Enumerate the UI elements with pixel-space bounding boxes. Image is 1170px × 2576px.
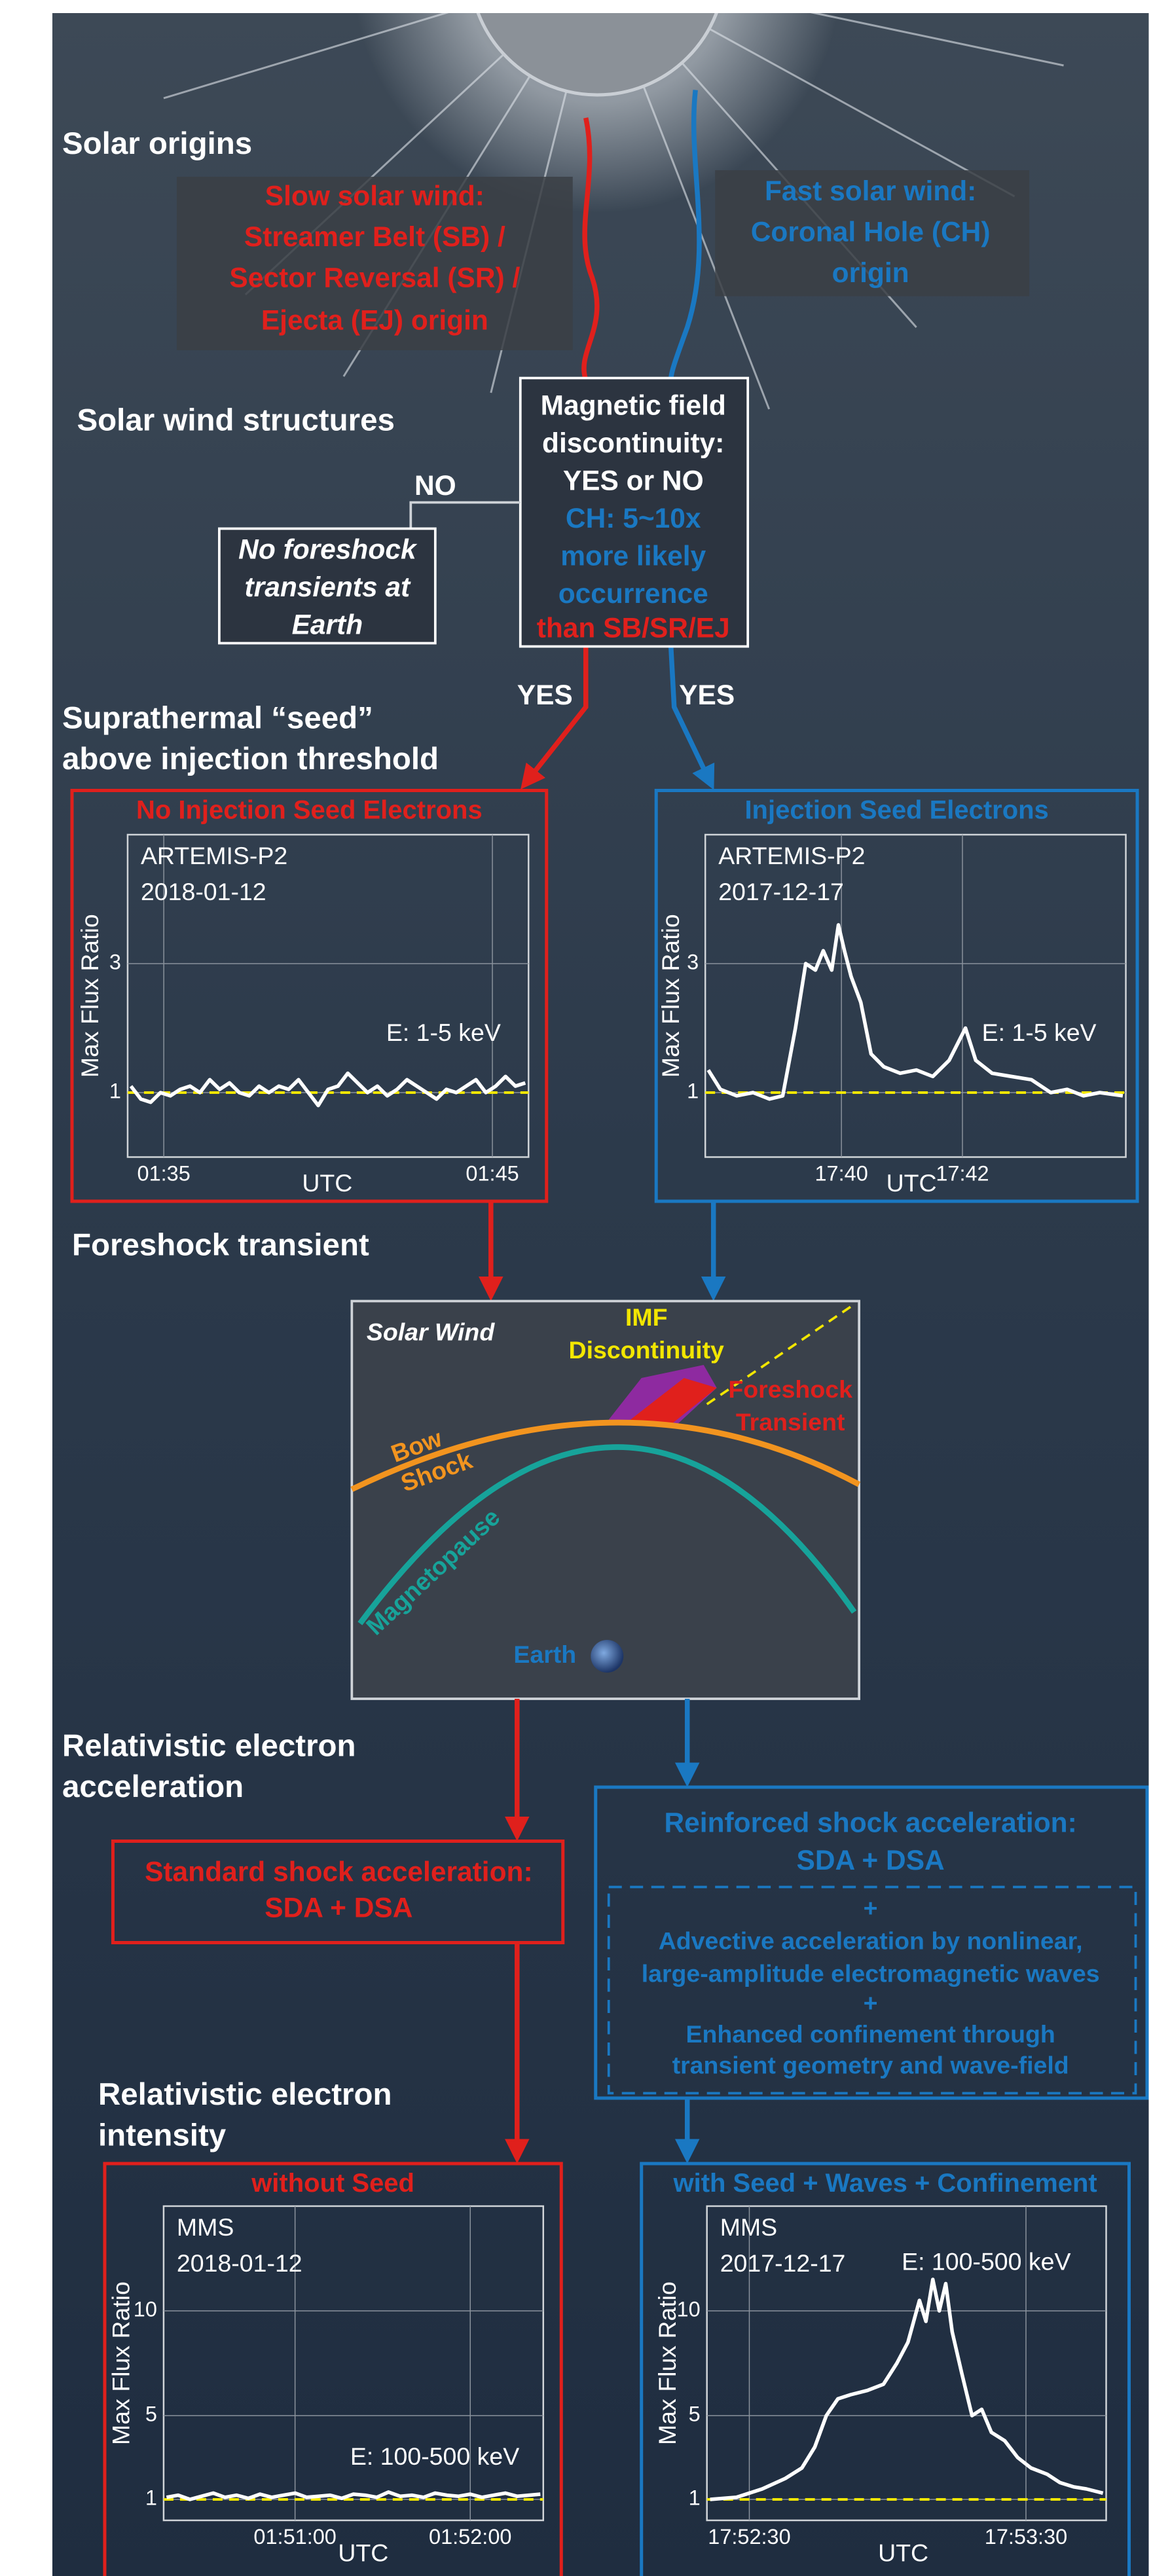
chart-title: with Seed + Waves + Confinement: [673, 2169, 1097, 2198]
box-text: SDA + DSA: [797, 1845, 945, 1876]
x-tick-label: 17:40: [815, 1162, 868, 1186]
box-text: discontinuity:: [542, 428, 724, 459]
yes-label: YES: [517, 680, 573, 711]
energy-label: E: 1-5 keV: [982, 1019, 1097, 1046]
instrument-label: ARTEMIS-P2: [718, 842, 865, 869]
chart-title: without Seed: [251, 2169, 414, 2198]
x-axis-label: UTC: [878, 2539, 928, 2566]
box-text: +: [864, 1989, 878, 2016]
schematic-label: IMF: [625, 1303, 668, 1331]
y-tick-label: 1: [109, 1079, 121, 1103]
x-axis-label: UTC: [887, 1169, 937, 1197]
schematic-label: Transient: [736, 1408, 845, 1436]
no-label: NO: [414, 471, 456, 501]
chart-title: No Injection Seed Electrons: [136, 796, 483, 825]
heading: above injection threshold: [62, 742, 439, 776]
box-text: Sector Reversal (SR) /: [229, 263, 520, 294]
schematic-label: Foreshock: [728, 1375, 852, 1403]
y-tick-label: 1: [145, 2486, 157, 2510]
x-tick-label: 17:42: [936, 1162, 989, 1186]
box-text: large-amplitude electromagnetic waves: [642, 1959, 1100, 1987]
x-tick-label: 01:51:00: [253, 2525, 336, 2549]
energy-label: E: 100-500 keV: [902, 2247, 1070, 2275]
box-text: more likely: [560, 541, 706, 572]
box-text: Magnetic field: [541, 391, 726, 422]
box-text: +: [864, 1894, 878, 1921]
x-axis-label: UTC: [302, 1169, 352, 1197]
x-tick-label: 01:45: [466, 1162, 519, 1186]
figure: Solar origins Solar wind structures Supr…: [0, 0, 1170, 2576]
date-label: 2017-12-17: [720, 2249, 846, 2277]
x-tick-label: 17:53:30: [985, 2525, 1067, 2549]
heading: Foreshock transient: [72, 1228, 369, 1263]
box-text: Coronal Hole (CH): [751, 217, 991, 248]
y-axis-label: Max Flux Ratio: [657, 914, 684, 1078]
heading: Relativistic electron: [62, 1729, 356, 1764]
y-axis-label: Max Flux Ratio: [76, 914, 103, 1078]
box-text: Enhanced confinement through: [686, 2020, 1055, 2048]
schematic-label: Solar Wind: [367, 1318, 495, 1345]
heading: Relativistic electron: [98, 2077, 392, 2112]
heading: Solar origins: [62, 126, 252, 161]
box-text: Earth: [292, 610, 363, 641]
energy-label: E: 1-5 keV: [386, 1019, 501, 1046]
yes-label: YES: [679, 680, 735, 711]
box-text: Fast solar wind:: [765, 176, 976, 207]
box-text: CH: 5~10x: [566, 503, 701, 534]
instrument-label: MMS: [720, 2213, 777, 2241]
schematic-label: Discontinuity: [569, 1336, 725, 1364]
date-label: 2018-01-12: [141, 878, 266, 905]
instrument-label: MMS: [177, 2213, 234, 2241]
box-text: occurrence: [558, 579, 708, 609]
heading: intensity: [98, 2118, 227, 2153]
schematic-label: Earth: [513, 1641, 576, 1668]
x-axis-label: UTC: [338, 2539, 388, 2566]
date-label: 2018-01-12: [177, 2249, 302, 2277]
x-tick-label: 01:35: [137, 1162, 191, 1186]
heading: Suprathermal “seed”: [62, 701, 373, 736]
box-text: Reinforced shock acceleration:: [664, 1808, 1076, 1839]
schematic: Solar Wind IMF Discontinuity Foreshock T…: [352, 1301, 859, 1699]
y-tick-label: 5: [689, 2403, 701, 2426]
date-label: 2017-12-17: [718, 878, 844, 905]
box-text: Streamer Belt (SB) /: [244, 222, 505, 253]
y-tick-label: 1: [689, 2486, 701, 2510]
heading: Solar wind structures: [77, 403, 394, 438]
box-text: Advective acceleration by nonlinear,: [659, 1927, 1083, 1954]
chart-title: Injection Seed Electrons: [744, 796, 1048, 825]
y-axis-label: Max Flux Ratio: [107, 2281, 134, 2445]
box-text: Ejecta (EJ) origin: [261, 306, 488, 336]
y-axis-label: Max Flux Ratio: [653, 2281, 681, 2445]
y-tick-label: 10: [134, 2298, 157, 2321]
y-tick-label: 3: [109, 951, 121, 974]
box-text: origin: [832, 258, 909, 289]
heading: acceleration: [62, 1769, 244, 1804]
box-text: Slow solar wind:: [265, 181, 484, 212]
box-text: SDA + DSA: [265, 1893, 412, 1924]
x-tick-label: 01:52:00: [429, 2525, 511, 2549]
box-text: transient geometry and wave-field: [672, 2051, 1069, 2078]
y-tick-label: 3: [687, 951, 699, 974]
y-tick-label: 5: [145, 2403, 157, 2426]
x-tick-label: 17:52:30: [708, 2525, 790, 2549]
energy-label: E: 100-500 keV: [350, 2442, 519, 2470]
box-text: than SB/SR/EJ: [537, 613, 730, 644]
box-text: No foreshock: [238, 535, 418, 566]
instrument-label: ARTEMIS-P2: [141, 842, 287, 869]
box-text: YES or NO: [563, 466, 704, 497]
box-text: Standard shock acceleration:: [145, 1857, 533, 1888]
box-text: transients at: [245, 572, 411, 603]
y-tick-label: 1: [687, 1079, 699, 1103]
